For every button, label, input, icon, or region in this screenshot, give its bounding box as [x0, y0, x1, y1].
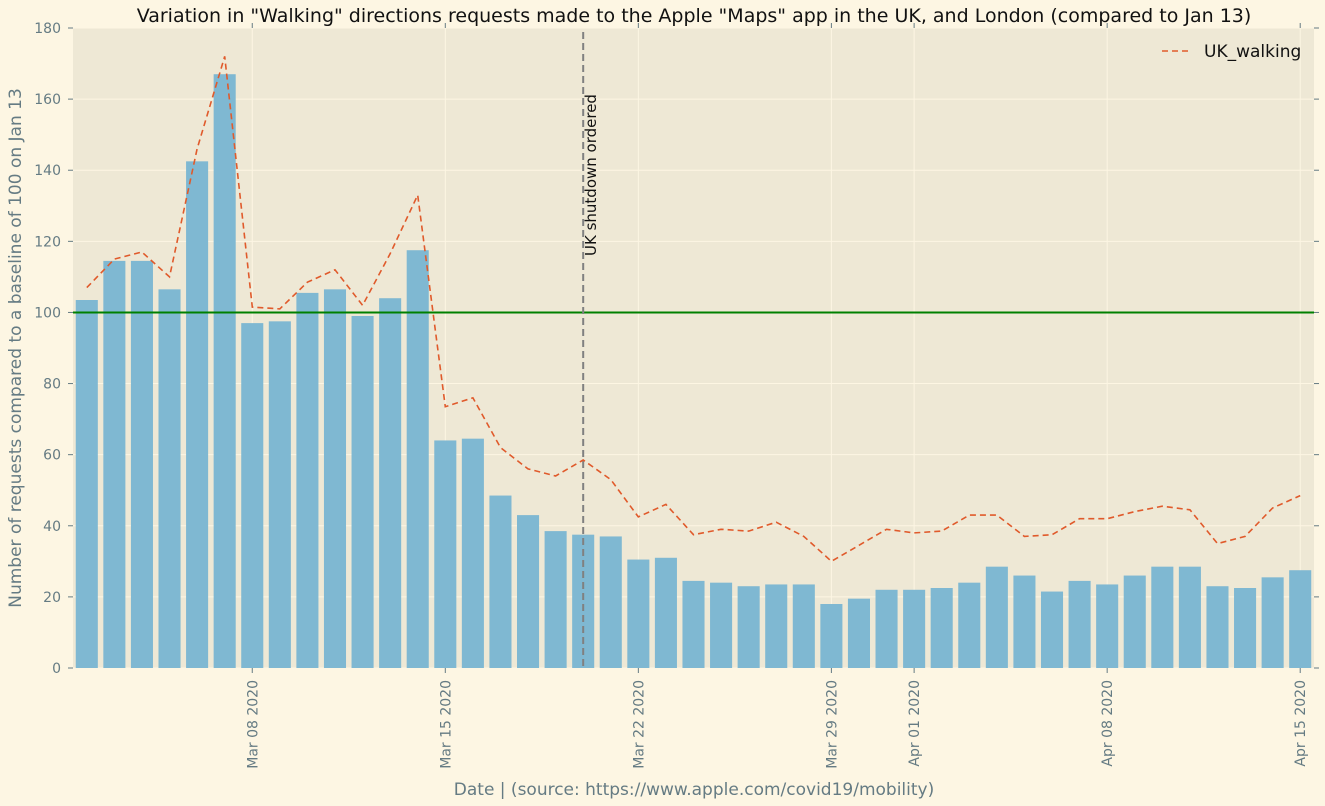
bar [379, 298, 402, 668]
y-tick-label: 120 [34, 234, 61, 250]
legend: UK_walking [1162, 42, 1301, 62]
bar [75, 300, 98, 668]
bar [710, 582, 733, 668]
y-tick-label: 180 [34, 21, 61, 37]
x-axis-label: Date | (source: https://www.apple.com/co… [454, 780, 934, 800]
bar [599, 536, 622, 668]
x-tick-label: Mar 15 2020 [438, 680, 454, 769]
x-tick-label: Apr 08 2020 [1100, 680, 1116, 767]
bar [103, 260, 126, 668]
bar [1206, 586, 1229, 668]
bar [1123, 575, 1146, 668]
bar [1178, 566, 1201, 668]
x-tick-label: Apr 15 2020 [1293, 680, 1309, 767]
bar [544, 531, 567, 668]
y-tick-label: 20 [43, 590, 61, 606]
y-tick-label: 140 [34, 163, 61, 179]
chart-title: Variation in "Walking" directions reques… [137, 5, 1252, 27]
bar [1096, 584, 1119, 668]
bar [1151, 566, 1174, 668]
bar [158, 289, 181, 668]
bar [572, 534, 595, 668]
bar [130, 260, 153, 668]
bar [1289, 570, 1312, 668]
uk-walking-line [86, 56, 1301, 563]
bar [1013, 575, 1036, 668]
bar [296, 292, 319, 668]
x-tick-label: Mar 08 2020 [245, 680, 261, 769]
bar [186, 161, 209, 669]
bar [682, 580, 705, 668]
bar [792, 584, 815, 668]
bar [847, 598, 870, 668]
bar [1068, 580, 1091, 668]
bar [323, 289, 347, 668]
bar [489, 495, 512, 668]
bar [241, 323, 264, 668]
legend-label: UK_walking [1204, 42, 1301, 62]
bar [268, 321, 291, 668]
bar [875, 589, 898, 668]
bar [958, 582, 981, 668]
y-tick-label: 0 [52, 661, 61, 677]
y-tick-label: 40 [43, 519, 61, 535]
y-axis-label: Number of requests compared to a baselin… [6, 88, 26, 608]
bar [985, 566, 1008, 668]
bar [654, 557, 677, 668]
x-tick-label: Apr 01 2020 [907, 680, 923, 767]
x-axis-ticks: Mar 08 2020 Mar 15 2020 Mar 22 2020 Mar 29 … [245, 23, 1309, 769]
shutdown-annotation: UK shutdown ordered [582, 94, 600, 256]
bar [1040, 591, 1064, 668]
bar-series [75, 74, 1312, 669]
y-tick-label: 160 [34, 92, 61, 108]
bar [930, 588, 953, 668]
bar [1261, 577, 1284, 668]
bar [461, 438, 484, 668]
bar [765, 584, 788, 668]
bar [434, 440, 457, 668]
bar [517, 515, 540, 668]
bar [406, 250, 429, 668]
bar [903, 589, 926, 668]
y-tick-label: 100 [34, 305, 61, 321]
x-tick-label: Mar 29 2020 [824, 680, 840, 769]
y-tick-label: 80 [43, 377, 61, 393]
bar [1234, 588, 1257, 668]
bar [820, 604, 843, 668]
y-tick-label: 60 [43, 448, 61, 464]
bar [627, 559, 650, 668]
x-tick-label: Mar 22 2020 [631, 680, 647, 769]
bar [213, 74, 236, 668]
y-axis-ticks: 0 20 40 60 80 100 120 140 160 180 [34, 21, 1319, 677]
bar [737, 586, 760, 668]
bar [351, 316, 374, 668]
